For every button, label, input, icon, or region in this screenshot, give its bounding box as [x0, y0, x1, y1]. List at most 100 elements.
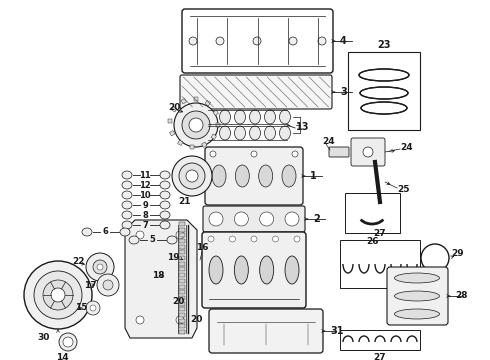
- Text: 31: 31: [330, 326, 343, 336]
- Ellipse shape: [122, 201, 132, 209]
- Bar: [340, 240, 420, 288]
- Text: 20: 20: [190, 315, 202, 324]
- Ellipse shape: [122, 181, 132, 189]
- FancyBboxPatch shape: [387, 267, 448, 325]
- Ellipse shape: [363, 104, 405, 112]
- Bar: [216, 123, 220, 127]
- Ellipse shape: [122, 191, 132, 199]
- Text: 30: 30: [38, 333, 50, 342]
- Bar: [177, 140, 183, 145]
- Circle shape: [103, 280, 113, 290]
- Ellipse shape: [394, 291, 440, 301]
- Bar: [179, 319, 185, 323]
- Circle shape: [34, 271, 82, 319]
- Circle shape: [176, 316, 184, 324]
- Bar: [213, 110, 219, 116]
- Ellipse shape: [212, 165, 226, 187]
- Bar: [179, 251, 185, 255]
- Circle shape: [272, 236, 278, 242]
- Text: 24: 24: [322, 138, 335, 147]
- Bar: [179, 245, 185, 249]
- Ellipse shape: [204, 110, 216, 124]
- Circle shape: [136, 316, 144, 324]
- Ellipse shape: [160, 211, 170, 219]
- Text: 26: 26: [366, 237, 378, 246]
- Text: 10: 10: [139, 190, 151, 199]
- Text: 25: 25: [397, 185, 410, 194]
- Bar: [181, 99, 187, 104]
- Circle shape: [136, 231, 144, 239]
- Circle shape: [189, 37, 197, 45]
- Text: 27: 27: [374, 354, 386, 360]
- Circle shape: [59, 333, 77, 351]
- Bar: [179, 302, 185, 306]
- Circle shape: [229, 236, 236, 242]
- Bar: [179, 228, 185, 232]
- Ellipse shape: [363, 147, 373, 157]
- Ellipse shape: [82, 228, 92, 236]
- Bar: [340, 330, 420, 350]
- Ellipse shape: [285, 212, 299, 226]
- Ellipse shape: [122, 221, 132, 229]
- Bar: [168, 119, 172, 123]
- Bar: [179, 262, 185, 266]
- Text: 2: 2: [313, 214, 320, 224]
- Circle shape: [24, 261, 92, 329]
- Text: 21: 21: [178, 198, 190, 207]
- Text: 20: 20: [172, 297, 184, 306]
- Bar: [179, 324, 185, 328]
- Bar: [348, 52, 420, 130]
- Ellipse shape: [259, 165, 272, 187]
- Ellipse shape: [234, 256, 248, 284]
- Bar: [179, 267, 185, 271]
- Bar: [172, 107, 177, 112]
- Ellipse shape: [265, 110, 275, 124]
- Ellipse shape: [220, 110, 230, 124]
- Circle shape: [182, 111, 210, 139]
- Text: 19: 19: [168, 253, 180, 262]
- Ellipse shape: [235, 165, 249, 187]
- Bar: [179, 307, 185, 311]
- Bar: [205, 100, 211, 106]
- Circle shape: [189, 118, 203, 132]
- Ellipse shape: [160, 221, 170, 229]
- Circle shape: [376, 203, 390, 217]
- Text: 8: 8: [142, 211, 148, 220]
- Circle shape: [186, 170, 198, 182]
- Text: 23: 23: [377, 40, 391, 50]
- Bar: [170, 131, 175, 136]
- Bar: [179, 290, 185, 294]
- Ellipse shape: [394, 309, 440, 319]
- Circle shape: [97, 274, 119, 296]
- Circle shape: [289, 37, 297, 45]
- Text: 9: 9: [142, 201, 148, 210]
- Text: 7: 7: [142, 220, 148, 230]
- Text: 4: 4: [340, 36, 347, 46]
- Ellipse shape: [160, 171, 170, 179]
- Text: 13: 13: [296, 122, 310, 132]
- Ellipse shape: [285, 256, 299, 284]
- Text: 24: 24: [400, 143, 413, 152]
- Circle shape: [208, 236, 214, 242]
- Text: 15: 15: [75, 303, 88, 312]
- Text: 22: 22: [72, 257, 84, 266]
- Text: 20: 20: [168, 103, 180, 112]
- Ellipse shape: [249, 126, 261, 140]
- Circle shape: [86, 253, 114, 281]
- Text: 28: 28: [455, 292, 467, 301]
- Circle shape: [318, 37, 326, 45]
- Ellipse shape: [209, 256, 223, 284]
- Text: 16: 16: [196, 243, 208, 252]
- Ellipse shape: [279, 110, 291, 124]
- Circle shape: [251, 236, 257, 242]
- Bar: [179, 222, 185, 226]
- Bar: [179, 279, 185, 283]
- Ellipse shape: [265, 126, 275, 140]
- Circle shape: [43, 280, 73, 310]
- Circle shape: [253, 37, 261, 45]
- Circle shape: [294, 236, 300, 242]
- Circle shape: [176, 231, 184, 239]
- FancyBboxPatch shape: [182, 9, 333, 73]
- FancyBboxPatch shape: [209, 309, 323, 353]
- Ellipse shape: [235, 110, 245, 124]
